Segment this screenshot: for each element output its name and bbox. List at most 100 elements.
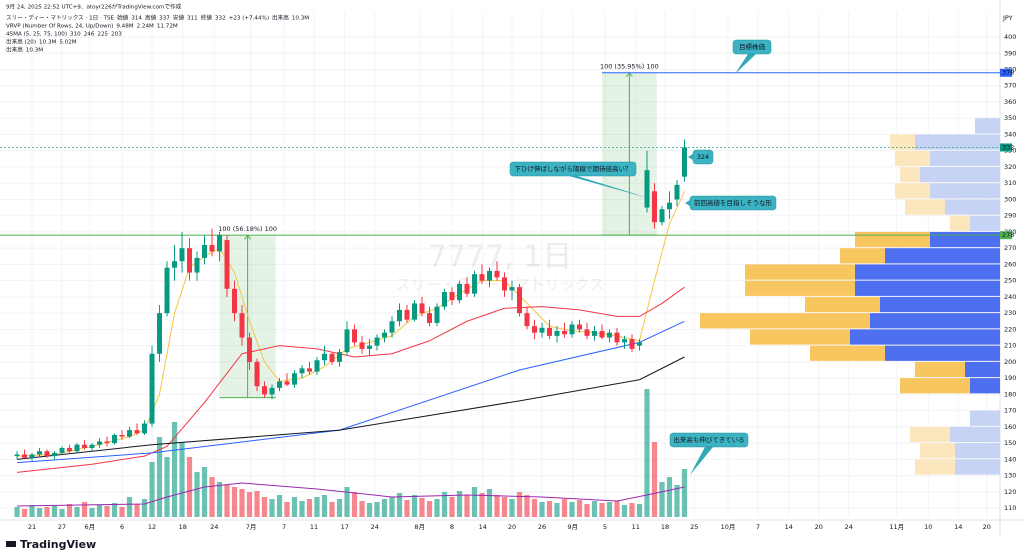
volume-bar xyxy=(104,506,110,517)
candle-body xyxy=(172,261,178,268)
header-item: +23 (+7.44%) xyxy=(229,16,269,22)
profile-up xyxy=(955,459,1000,475)
candle-body xyxy=(67,447,73,452)
volume-bar xyxy=(149,462,155,517)
volume-bar xyxy=(74,507,80,517)
x-tick-label: 20 xyxy=(815,523,823,531)
candle-body xyxy=(119,434,125,437)
volume-bar xyxy=(359,501,365,517)
x-tick-label: 24 xyxy=(371,523,379,531)
y-tick-label: 160 xyxy=(1004,423,1016,431)
volume-bar xyxy=(456,491,463,517)
header-item: 出来高 xyxy=(272,14,289,22)
volume-bar xyxy=(396,493,403,517)
volume-bar xyxy=(344,487,350,517)
volume-bar xyxy=(471,487,478,517)
moving-average xyxy=(16,356,685,460)
candle-body xyxy=(674,184,680,200)
profile-up xyxy=(920,166,1000,183)
volume-bar xyxy=(321,495,328,517)
candle-body xyxy=(659,209,665,223)
candle-body xyxy=(89,444,95,448)
candle-body xyxy=(239,313,245,338)
volume-bar xyxy=(531,499,538,517)
callout-tail xyxy=(735,54,756,74)
callout-box xyxy=(509,161,637,177)
y-tick-label: 290 xyxy=(1004,212,1016,220)
candle-body xyxy=(629,339,635,349)
volume-bar xyxy=(276,495,283,517)
candle-body xyxy=(37,451,43,455)
profile-up xyxy=(850,329,1000,345)
header-item: VRVP (Number Of Rows, 24, Up/Down) xyxy=(6,24,113,30)
profile-up xyxy=(885,248,1000,264)
price-tag-label: 378 xyxy=(1002,69,1014,77)
volume-bar xyxy=(449,497,455,517)
candle-body xyxy=(247,337,253,362)
candle-body xyxy=(284,381,290,385)
volume-bar xyxy=(194,472,200,517)
callout-tail xyxy=(569,176,655,200)
volume-bar xyxy=(411,495,418,517)
profile-up xyxy=(970,215,1000,231)
candle-body xyxy=(397,309,403,322)
price-tag-label: 332 xyxy=(1002,143,1014,151)
volume-bar xyxy=(516,492,523,517)
volume-bar xyxy=(419,498,425,517)
price-tag xyxy=(1000,143,1012,152)
y-tick-label: 230 xyxy=(1004,309,1016,317)
x-tick-label: 12 xyxy=(148,523,156,531)
candle-body xyxy=(134,430,140,434)
candle-body xyxy=(59,447,65,453)
volume-bar xyxy=(584,504,590,517)
volume-bar xyxy=(231,487,238,517)
volume-bar xyxy=(599,503,605,517)
candle-body xyxy=(644,170,650,208)
candle-body xyxy=(142,423,148,434)
y-tick-label: 140 xyxy=(1004,455,1016,463)
volume-bar xyxy=(111,503,118,517)
y-tick-label: 210 xyxy=(1004,342,1016,350)
volume-bar xyxy=(156,437,163,517)
candle-body xyxy=(621,339,627,343)
profile-down xyxy=(750,329,850,345)
header-item: 終値 xyxy=(201,14,213,22)
profile-down xyxy=(805,296,880,313)
profile-down xyxy=(900,166,920,183)
volume-bar xyxy=(501,497,508,517)
candle-body xyxy=(449,292,455,301)
candle-body xyxy=(487,270,493,281)
candle-body xyxy=(127,430,133,437)
price-tag-label: 278 xyxy=(1002,231,1014,239)
brand-icon xyxy=(6,541,16,547)
x-tick-label: 11 xyxy=(632,523,640,531)
candle-body xyxy=(666,202,672,210)
candle-body xyxy=(651,191,657,223)
callout-tail xyxy=(690,447,713,475)
x-tick-label: 11 xyxy=(310,523,318,531)
profile-up xyxy=(930,150,1000,166)
volume-bar xyxy=(561,499,568,517)
candle-body xyxy=(232,288,238,314)
profile-down xyxy=(910,426,950,443)
volume-bar xyxy=(261,497,268,517)
candle-body xyxy=(194,257,200,273)
candle-body xyxy=(82,444,88,448)
candle-body xyxy=(14,454,20,457)
candle-body xyxy=(546,327,552,336)
x-tick-label: 11月 xyxy=(889,523,904,531)
volume-bar xyxy=(59,509,65,517)
profile-down xyxy=(950,215,970,231)
volume-bar xyxy=(426,501,433,517)
callout-tail xyxy=(688,154,693,160)
candle-body xyxy=(494,270,500,278)
profile-up xyxy=(970,410,1000,426)
candle-body xyxy=(442,292,448,307)
y-tick-label: 180 xyxy=(1004,390,1016,398)
volume-bar xyxy=(509,499,515,517)
candle-body xyxy=(157,313,163,354)
candle-body xyxy=(464,283,470,294)
y-tick-label: 240 xyxy=(1004,293,1016,301)
candle-body xyxy=(389,321,395,333)
header-line: 9月 24, 2025 22:52 UTC+9、atoyr226がTrading… xyxy=(6,3,182,11)
